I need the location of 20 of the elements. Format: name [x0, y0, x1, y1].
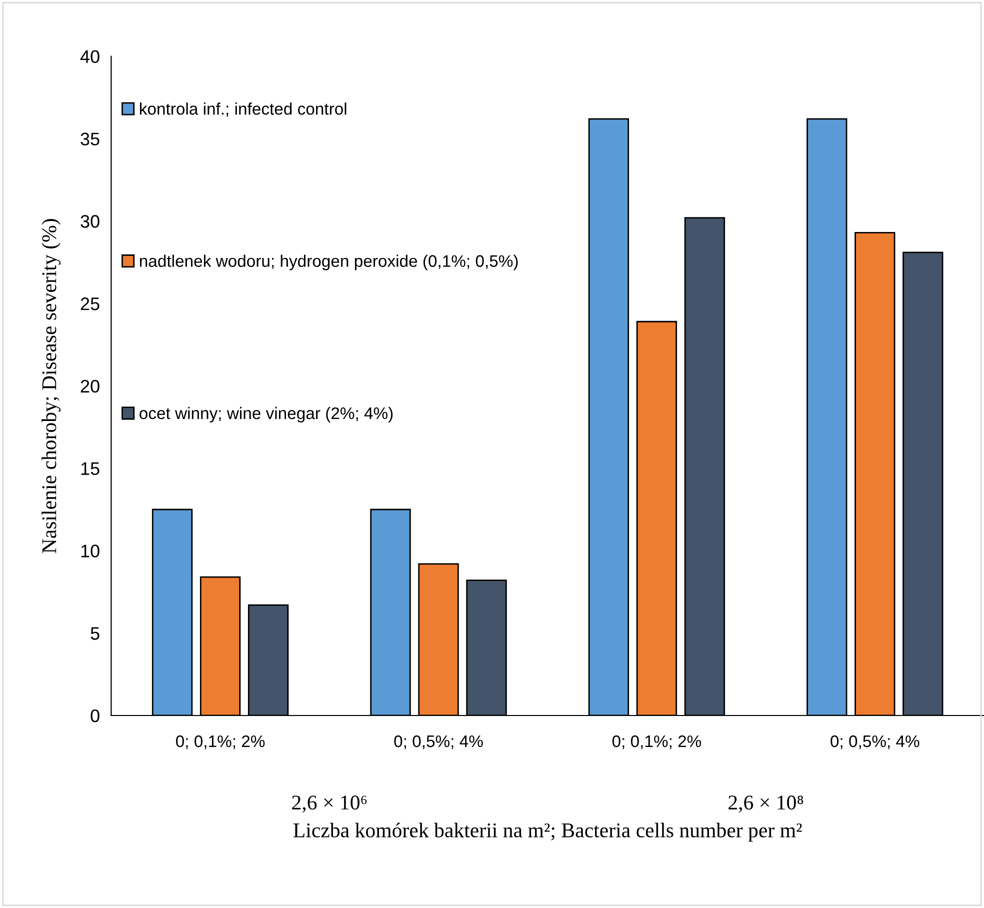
y-tick-label: 0: [90, 709, 100, 722]
legend-label: nadtlenek wodoru; hydrogen peroxide (0,1%; 0,5%): [140, 254, 518, 270]
y-tick-label: 10: [81, 544, 100, 558]
legend-label: ocet winny; wine vinegar (2%; 4%): [140, 406, 393, 422]
y-axis-title: Nasilenie choroby; Disease severity (%): [42, 219, 61, 554]
y-tick-label: 35: [80, 132, 100, 146]
y-tick-label: 25: [80, 297, 100, 310]
legend-label: kontrola inf.; infected control: [140, 102, 346, 117]
x-tick-label: 0; 0,1%; 2%: [612, 735, 702, 750]
x-tick-label: 0; 0,5%; 4%: [394, 735, 483, 750]
text: 2,6 × 10⁸: [728, 796, 804, 813]
x-axis-title: Liczba komórek bakterii na m²; Bacteria cells number per m²: [293, 822, 802, 842]
y-tick-label: 40: [80, 50, 100, 64]
x-tick-label: 0; 0,1%; 2%: [176, 735, 265, 750]
y-tick-label: 5: [90, 627, 100, 640]
y-tick-label: 20: [80, 380, 100, 393]
y-tick-label: 30: [80, 215, 100, 228]
text: 2,6 × 10⁶: [292, 796, 367, 813]
x-tick-label: 0; 0,5%; 4%: [830, 735, 920, 750]
y-tick-label: 15: [81, 462, 100, 476]
